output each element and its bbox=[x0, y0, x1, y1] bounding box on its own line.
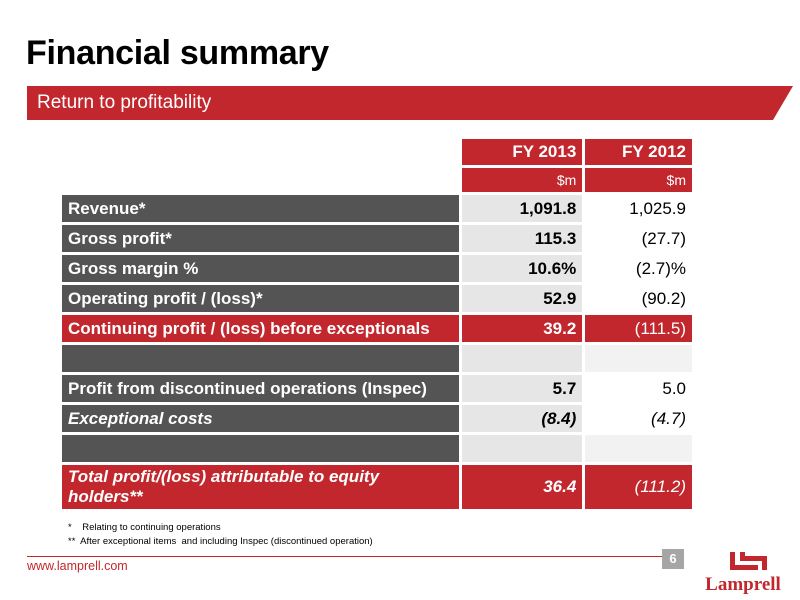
row-label: Gross margin % bbox=[62, 255, 459, 282]
financial-table: FY 2013 FY 2012 $m $m Revenue* 1,091.8 1… bbox=[59, 136, 695, 512]
subtitle-bar: Return to profitability bbox=[27, 86, 793, 120]
table-unit-row: $m $m bbox=[62, 168, 692, 192]
fy2013-value: 39.2 bbox=[461, 315, 583, 342]
page-subtitle: Return to profitability bbox=[37, 92, 212, 113]
table-row: Operating profit / (loss)* 52.9 (90.2) bbox=[62, 285, 692, 312]
unit-fy2012: $m bbox=[585, 168, 692, 192]
table-row: Profit from discontinued operations (Ins… bbox=[62, 375, 692, 402]
table-row-spacer bbox=[62, 435, 692, 462]
page-title: Financial summary bbox=[26, 34, 329, 72]
fy2012-value: (2.7)% bbox=[585, 255, 692, 282]
row-label: Operating profit / (loss)* bbox=[62, 285, 459, 312]
table-row-spacer bbox=[62, 345, 692, 372]
fy2013-value: 10.6% bbox=[461, 255, 583, 282]
fy2013-value: (8.4) bbox=[461, 405, 583, 432]
table-row-highlight: Continuing profit / (loss) before except… bbox=[62, 315, 692, 342]
header-fy2013: FY 2013 bbox=[461, 139, 583, 165]
footer-url-link[interactable]: www.lamprell.com bbox=[27, 559, 128, 573]
row-label: Total profit/(loss) attributable to equi… bbox=[62, 465, 459, 509]
table-header-row: FY 2013 FY 2012 bbox=[62, 139, 692, 165]
row-label: Revenue* bbox=[62, 195, 459, 222]
row-label bbox=[62, 435, 459, 462]
fy2013-value: 1,091.8 bbox=[461, 195, 583, 222]
fy2013-value: 52.9 bbox=[461, 285, 583, 312]
table-row-total: Total profit/(loss) attributable to equi… bbox=[62, 465, 692, 509]
fy2012-value: 5.0 bbox=[585, 375, 692, 402]
footnotes: * Relating to continuing operations ** A… bbox=[68, 521, 373, 549]
fy2013-value: 5.7 bbox=[461, 375, 583, 402]
table-row: Revenue* 1,091.8 1,025.9 bbox=[62, 195, 692, 222]
fy2013-value bbox=[461, 435, 583, 462]
unit-fy2013: $m bbox=[461, 168, 583, 192]
page-number: 6 bbox=[662, 549, 684, 569]
footnote: ** After exceptional items and including… bbox=[68, 536, 373, 547]
fy2012-value: (90.2) bbox=[585, 285, 692, 312]
row-label bbox=[62, 345, 459, 372]
fy2012-value bbox=[585, 435, 692, 462]
fy2012-value: (4.7) bbox=[585, 405, 692, 432]
header-empty-cell bbox=[62, 139, 459, 165]
table-row: Exceptional costs (8.4) (4.7) bbox=[62, 405, 692, 432]
row-label: Exceptional costs bbox=[62, 405, 459, 432]
fy2013-value: 36.4 bbox=[461, 465, 583, 509]
table-row: Gross margin % 10.6% (2.7)% bbox=[62, 255, 692, 282]
table-row: Gross profit* 115.3 (27.7) bbox=[62, 225, 692, 252]
fy2012-value bbox=[585, 345, 692, 372]
fy2012-value: (27.7) bbox=[585, 225, 692, 252]
fy2012-value: (111.2) bbox=[585, 465, 692, 509]
fy2012-value: 1,025.9 bbox=[585, 195, 692, 222]
logo-mark-icon bbox=[730, 552, 767, 570]
logo-text: Lamprell bbox=[705, 574, 781, 595]
lamprell-logo: Lamprell bbox=[700, 548, 786, 600]
footer-divider bbox=[27, 556, 667, 557]
header-fy2012: FY 2012 bbox=[585, 139, 692, 165]
fy2013-value bbox=[461, 345, 583, 372]
row-label: Gross profit* bbox=[62, 225, 459, 252]
fy2013-value: 115.3 bbox=[461, 225, 583, 252]
unit-empty-cell bbox=[62, 168, 459, 192]
row-label: Continuing profit / (loss) before except… bbox=[62, 315, 459, 342]
row-label: Profit from discontinued operations (Ins… bbox=[62, 375, 459, 402]
footnote: * Relating to continuing operations bbox=[68, 522, 221, 533]
fy2012-value: (111.5) bbox=[585, 315, 692, 342]
